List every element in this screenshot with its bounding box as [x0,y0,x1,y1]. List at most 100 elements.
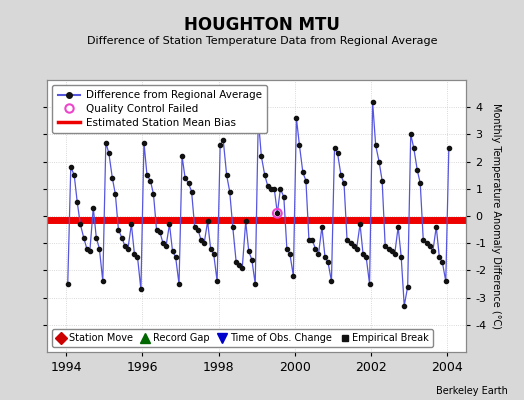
Point [302,178,310,184]
Point [146,178,155,184]
Point [225,188,234,195]
Point [143,172,151,178]
Point [318,224,326,230]
Point [328,278,336,284]
Point [273,210,281,216]
Point [124,246,132,252]
Point [276,186,285,192]
Point [410,145,418,151]
Point [206,246,215,252]
Point [159,240,167,246]
Point [238,264,246,271]
Point [264,183,272,189]
Point [213,278,221,284]
Point [270,186,278,192]
Point [267,186,275,192]
Point [83,246,91,252]
Point [372,142,380,148]
Point [235,262,244,268]
Point [445,145,453,151]
Point [343,237,351,244]
Point [156,229,164,236]
Point [152,226,161,233]
Point [353,246,361,252]
Point [435,254,443,260]
Point [375,158,383,165]
Point [362,254,370,260]
Point [305,237,313,244]
Point [337,172,345,178]
Point [165,221,173,227]
Text: HOUGHTON MTU: HOUGHTON MTU [184,16,340,34]
Point [137,286,145,293]
Point [118,234,126,241]
Point [381,243,389,249]
Point [248,256,256,263]
Point [168,248,177,254]
Point [295,142,303,148]
Point [413,166,421,173]
Point [286,251,294,257]
Point [149,191,158,198]
Point [184,180,193,186]
Point [403,284,412,290]
Point [429,248,437,254]
Point [219,137,227,143]
Point [175,281,183,287]
Point [127,221,136,227]
Point [95,246,104,252]
Point [260,172,269,178]
Point [282,246,291,252]
Point [85,248,94,254]
Point [140,139,148,146]
Point [273,210,281,216]
Point [368,98,377,105]
Point [121,243,129,249]
Point [387,248,396,254]
Point [133,254,141,260]
Point [324,259,332,266]
Point [89,205,97,211]
Point [419,237,428,244]
Point [292,115,301,121]
Point [111,191,119,198]
Y-axis label: Monthly Temperature Anomaly Difference (°C): Monthly Temperature Anomaly Difference (… [490,103,500,329]
Point [311,246,320,252]
Point [321,254,329,260]
Point [438,259,446,266]
Point [390,251,399,257]
Point [422,240,431,246]
Legend: Station Move, Record Gap, Time of Obs. Change, Empirical Break: Station Move, Record Gap, Time of Obs. C… [52,329,433,347]
Point [108,175,116,181]
Point [289,273,298,279]
Point [76,221,84,227]
Point [378,178,386,184]
Point [99,278,107,284]
Point [359,251,367,257]
Point [245,248,253,254]
Point [203,218,212,225]
Point [257,153,266,159]
Point [442,278,450,284]
Point [130,251,139,257]
Point [102,139,110,146]
Point [200,240,209,246]
Point [181,175,189,181]
Point [330,145,339,151]
Point [251,281,259,287]
Point [425,243,434,249]
Point [242,218,250,225]
Point [114,226,123,233]
Point [400,302,408,309]
Text: Difference of Station Temperature Data from Regional Average: Difference of Station Temperature Data f… [87,36,437,46]
Point [299,169,307,176]
Point [232,259,241,266]
Point [92,234,101,241]
Point [397,254,406,260]
Point [63,281,72,287]
Point [171,254,180,260]
Point [416,180,424,186]
Point [188,188,196,195]
Point [162,243,170,249]
Point [210,251,218,257]
